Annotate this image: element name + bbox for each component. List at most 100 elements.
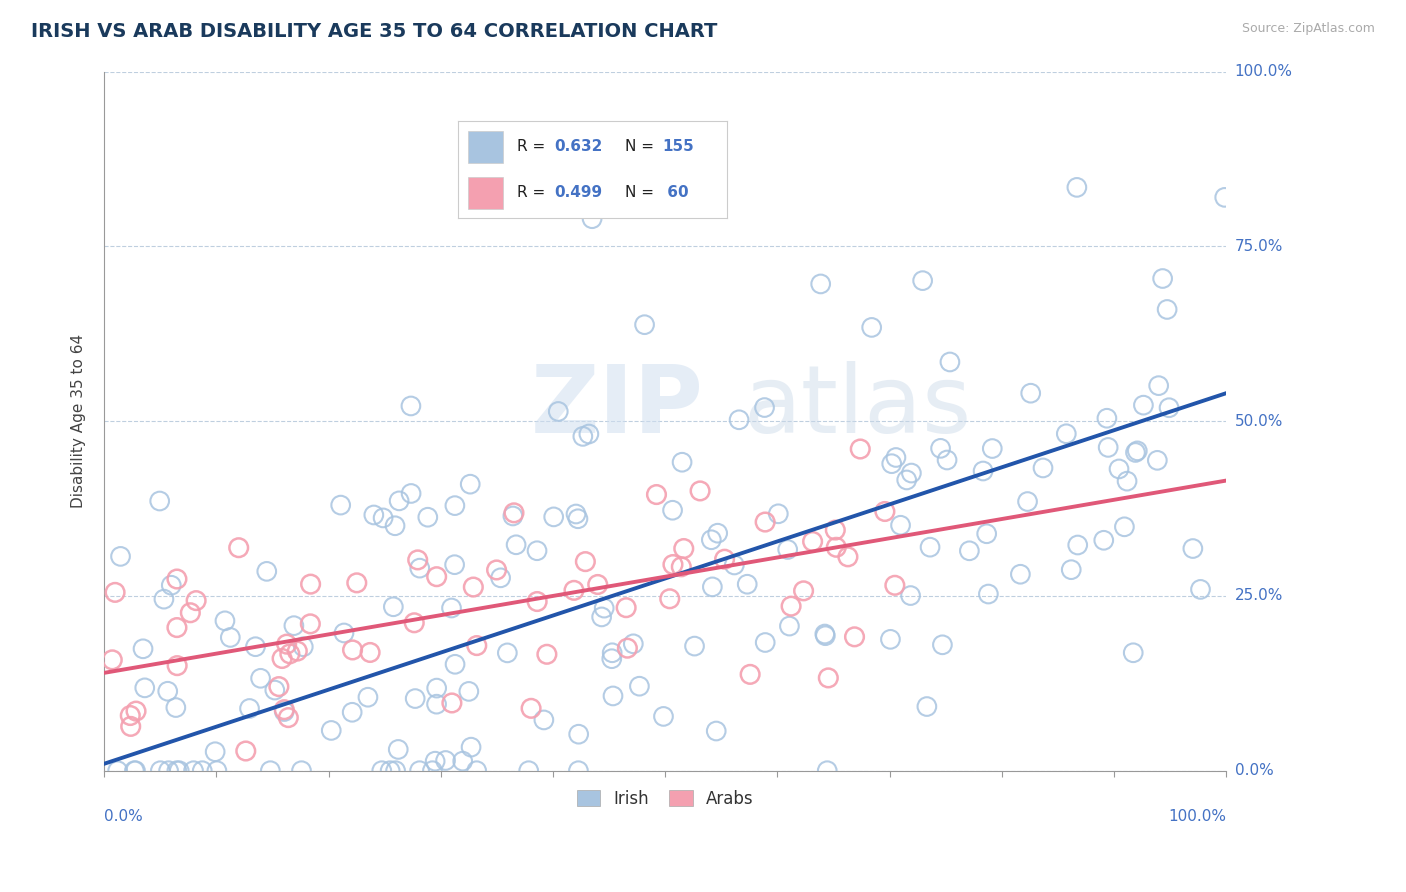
- Point: [166, 764, 188, 778]
- Point: [256, 565, 278, 579]
- Point: [689, 483, 711, 498]
- Point: [166, 572, 188, 586]
- Point: [533, 713, 555, 727]
- Point: [283, 618, 305, 632]
- Point: [780, 599, 803, 614]
- Point: [565, 507, 588, 521]
- Point: [768, 507, 790, 521]
- Point: [896, 473, 918, 487]
- Point: [1066, 180, 1088, 194]
- Point: [408, 764, 430, 778]
- Point: [939, 355, 962, 369]
- Point: [1146, 453, 1168, 467]
- Point: [793, 583, 815, 598]
- Point: [817, 671, 839, 685]
- Text: 50.0%: 50.0%: [1234, 414, 1282, 429]
- Point: [458, 477, 481, 491]
- Point: [179, 606, 201, 620]
- Point: [276, 637, 298, 651]
- Point: [671, 559, 693, 574]
- Point: [333, 626, 356, 640]
- Point: [957, 543, 980, 558]
- Point: [567, 764, 589, 778]
- Point: [578, 427, 600, 442]
- Point: [972, 464, 994, 478]
- Point: [384, 518, 406, 533]
- Point: [1095, 411, 1118, 425]
- Point: [1054, 426, 1077, 441]
- Point: [824, 523, 846, 537]
- Point: [671, 455, 693, 469]
- Point: [1060, 563, 1083, 577]
- Point: [465, 764, 488, 778]
- Point: [204, 745, 226, 759]
- Point: [107, 764, 129, 778]
- Text: 75.0%: 75.0%: [1234, 239, 1282, 254]
- Point: [645, 487, 668, 501]
- Point: [249, 671, 271, 685]
- Point: [371, 511, 394, 525]
- Point: [342, 643, 364, 657]
- Point: [273, 705, 295, 719]
- Point: [929, 442, 952, 456]
- Point: [728, 413, 751, 427]
- Point: [567, 512, 589, 526]
- Point: [346, 575, 368, 590]
- Point: [245, 640, 267, 654]
- Point: [700, 533, 723, 547]
- Legend: Irish, Arabs: Irish, Arabs: [571, 783, 761, 814]
- Point: [723, 558, 745, 572]
- Point: [183, 764, 205, 778]
- Point: [1126, 443, 1149, 458]
- Point: [399, 399, 422, 413]
- Point: [735, 577, 758, 591]
- Point: [156, 684, 179, 698]
- Point: [1116, 474, 1139, 488]
- Point: [399, 486, 422, 500]
- Point: [153, 592, 176, 607]
- Point: [918, 540, 941, 554]
- Point: [1092, 533, 1115, 548]
- Point: [849, 442, 872, 456]
- Point: [672, 541, 695, 556]
- Point: [124, 764, 146, 778]
- Point: [388, 494, 411, 508]
- Point: [1097, 441, 1119, 455]
- Point: [132, 641, 155, 656]
- Point: [120, 708, 142, 723]
- Point: [463, 580, 485, 594]
- Point: [1122, 646, 1144, 660]
- Point: [810, 277, 832, 291]
- Point: [409, 561, 432, 575]
- Point: [652, 709, 675, 723]
- Point: [600, 646, 623, 660]
- Point: [815, 764, 838, 778]
- Point: [228, 541, 250, 555]
- Point: [658, 591, 681, 606]
- Point: [465, 639, 488, 653]
- Point: [778, 619, 800, 633]
- Point: [1067, 538, 1090, 552]
- Point: [184, 593, 207, 607]
- Point: [259, 764, 281, 778]
- Point: [776, 542, 799, 557]
- Point: [754, 635, 776, 649]
- Point: [883, 578, 905, 592]
- Text: Source: ZipAtlas.com: Source: ZipAtlas.com: [1241, 22, 1375, 36]
- Point: [754, 515, 776, 529]
- Point: [574, 555, 596, 569]
- Point: [426, 570, 449, 584]
- Point: [931, 638, 953, 652]
- Point: [754, 401, 776, 415]
- Point: [166, 621, 188, 635]
- Point: [124, 764, 146, 778]
- Point: [873, 504, 896, 518]
- Point: [277, 710, 299, 724]
- Text: 100.0%: 100.0%: [1234, 64, 1292, 79]
- Point: [125, 704, 148, 718]
- Point: [825, 541, 848, 555]
- Point: [572, 429, 595, 443]
- Point: [290, 764, 312, 778]
- Point: [371, 764, 394, 778]
- Point: [860, 320, 883, 334]
